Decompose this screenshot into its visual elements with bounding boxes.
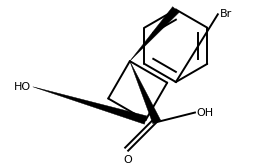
Text: Br: Br: [220, 9, 232, 19]
Polygon shape: [130, 7, 179, 61]
Text: O: O: [124, 155, 133, 166]
Text: OH: OH: [197, 108, 214, 118]
Polygon shape: [130, 61, 161, 124]
Polygon shape: [33, 87, 147, 124]
Text: HO: HO: [14, 82, 31, 92]
